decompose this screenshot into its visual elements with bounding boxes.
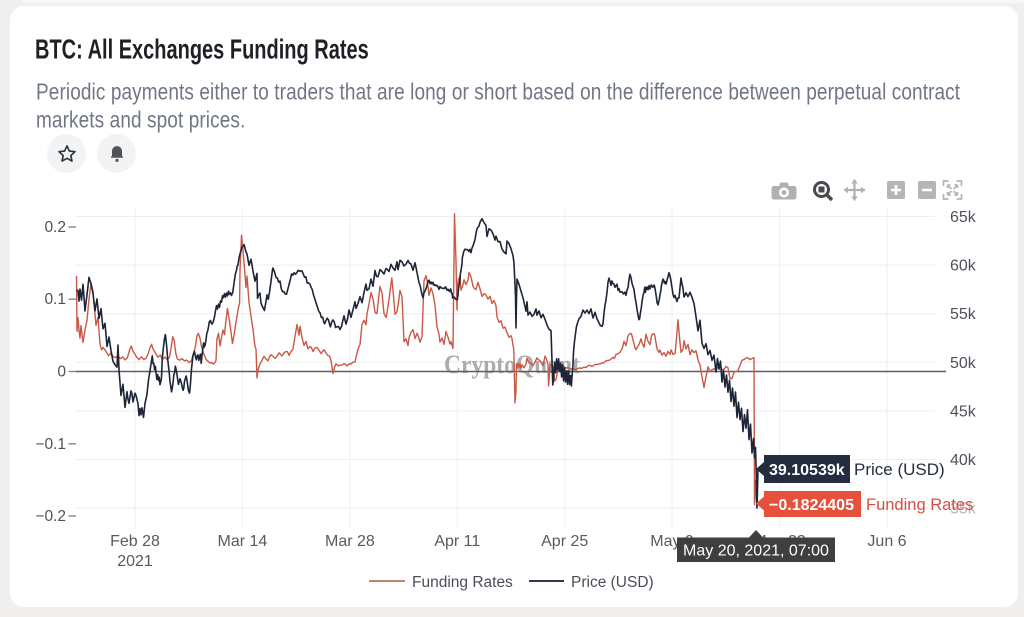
svg-text:35k: 35k bbox=[950, 501, 977, 518]
svg-text:Apr 25: Apr 25 bbox=[541, 533, 588, 550]
svg-text:Price (USD): Price (USD) bbox=[854, 460, 945, 479]
svg-text:Price (USD): Price (USD) bbox=[571, 574, 654, 591]
svg-text:65k: 65k bbox=[950, 209, 977, 226]
svg-text:0.1: 0.1 bbox=[44, 291, 66, 308]
svg-text:−0.1: −0.1 bbox=[35, 436, 66, 453]
svg-text:2021: 2021 bbox=[117, 553, 153, 570]
svg-text:Funding Rates: Funding Rates bbox=[866, 496, 973, 514]
svg-text:Mar 28: Mar 28 bbox=[325, 533, 375, 550]
svg-text:0.2: 0.2 bbox=[44, 219, 66, 236]
svg-text:0: 0 bbox=[57, 364, 66, 381]
svg-text:39.10539k: 39.10539k bbox=[769, 462, 845, 479]
svg-text:60k: 60k bbox=[950, 258, 977, 275]
svg-text:Apr 11: Apr 11 bbox=[434, 533, 480, 550]
svg-text:45k: 45k bbox=[950, 403, 977, 420]
svg-text:Jun 6: Jun 6 bbox=[867, 533, 906, 550]
svg-text:Feb 28: Feb 28 bbox=[110, 533, 160, 550]
svg-text:−0.2: −0.2 bbox=[35, 508, 66, 525]
svg-text:55k: 55k bbox=[950, 306, 977, 323]
svg-text:40k: 40k bbox=[950, 452, 977, 469]
svg-text:50k: 50k bbox=[950, 355, 977, 372]
svg-text:Mar 14: Mar 14 bbox=[218, 533, 268, 550]
svg-text:May 20, 2021, 07:00: May 20, 2021, 07:00 bbox=[683, 543, 829, 560]
svg-text:Funding Rates: Funding Rates bbox=[412, 574, 513, 591]
svg-text:−0.1824405: −0.1824405 bbox=[769, 497, 854, 514]
